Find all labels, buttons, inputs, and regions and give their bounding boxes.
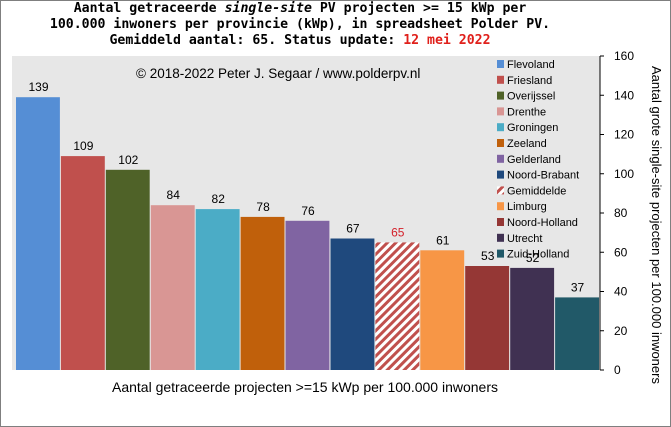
y-axis-label: Aantal grote single-site projecten per 1… <box>649 66 664 384</box>
bar-friesland <box>60 156 105 370</box>
copyright-text: © 2018-2022 Peter J. Segaar / www.polder… <box>136 66 420 81</box>
title-line-2: 100.000 inwoners per provincie (kWp), in… <box>49 17 551 32</box>
legend-swatch-drenthe <box>497 107 504 116</box>
legend-label-limburg: Limburg <box>507 201 547 213</box>
bar-utrecht <box>510 267 555 370</box>
title-line-3-part-a: Gemiddeld aantal: 65. Status update: <box>109 33 404 48</box>
legend-swatch-utrecht <box>497 233 504 242</box>
y-tick-label-160: 160 <box>614 49 634 63</box>
legend-swatch-gemiddelde <box>497 186 504 195</box>
bar-flevoland <box>16 97 60 370</box>
legend-swatch-overijssel <box>497 91 504 100</box>
legend-swatch-friesland <box>497 75 504 84</box>
y-tick-label-0: 0 <box>614 363 621 377</box>
legend-label-groningen: Groningen <box>507 122 558 134</box>
value-label-overijssel: 102 <box>118 153 138 167</box>
bar-groningen <box>195 209 240 370</box>
title-line-3: Gemiddeld aantal: 65. Status update: 12 … <box>0 33 600 49</box>
title-line-1: Aantal getraceerde single-site PV projec… <box>0 1 600 17</box>
value-label-drenthe: 84 <box>167 188 181 202</box>
legend-label-drenthe: Drenthe <box>507 106 546 118</box>
value-label-utrecht: 52 <box>526 251 540 265</box>
bar-noord-holland <box>465 266 510 370</box>
value-label-noord-holland: 53 <box>481 249 495 263</box>
legend-label-gelderland: Gelderland <box>507 154 561 166</box>
legend-label-utrecht: Utrecht <box>507 233 542 245</box>
legend-swatch-groningen <box>497 123 504 132</box>
value-label-gelderland: 76 <box>301 204 315 218</box>
legend-swatch-noord-holland <box>497 218 504 226</box>
title-line-1-part-a: Aantal getraceerde <box>73 1 225 16</box>
value-label-noord-brabant: 67 <box>346 222 360 236</box>
legend-label-zeeland: Zeeland <box>507 138 547 150</box>
x-axis-label: Aantal getraceerde projecten >=15 kWp pe… <box>111 379 499 395</box>
legend-label-zuid-holland: Zuid-Holland <box>507 249 569 261</box>
chart-title: Aantal getraceerde single-site PV projec… <box>0 1 600 49</box>
bar-gelderland <box>285 220 330 370</box>
legend-swatch-zeeland <box>497 139 504 147</box>
value-label-friesland: 109 <box>73 139 93 153</box>
legend-swatch-noord-brabant <box>497 170 504 179</box>
y-tick-label-40: 40 <box>614 285 628 299</box>
y-tick-label-20: 20 <box>614 324 628 338</box>
value-label-groningen: 82 <box>212 192 226 206</box>
y-tick-label-120: 120 <box>614 128 634 142</box>
value-label-zeeland: 78 <box>256 200 270 214</box>
legend-label-friesland: Friesland <box>507 75 552 87</box>
bar-zeeland <box>240 216 285 370</box>
bar-noord-brabant <box>330 238 375 370</box>
title-line-1-part-b: PV projecten >= 15 kWp per <box>311 1 527 16</box>
y-tick-label-100: 100 <box>614 167 634 181</box>
y-tick-label-60: 60 <box>614 245 628 259</box>
legend-swatch-flevoland <box>497 60 504 68</box>
title-line-1-italic: single-site <box>224 1 312 16</box>
value-label-gemiddelde: 65 <box>391 225 405 239</box>
value-label-limburg: 61 <box>436 233 450 247</box>
value-label-flevoland: 139 <box>28 80 48 94</box>
legend-label-flevoland: Flevoland <box>507 59 555 71</box>
y-tick-label-140: 140 <box>614 88 634 102</box>
legend-swatch-zuid-holland <box>497 249 504 258</box>
legend-label-overijssel: Overijssel <box>507 91 555 103</box>
bar-zuid-holland <box>555 297 599 370</box>
legend-label-noord-brabant: Noord-Brabant <box>507 170 579 182</box>
bar-limburg <box>420 250 465 370</box>
value-label-zuid-holland: 37 <box>571 280 585 294</box>
y-tick-label-80: 80 <box>614 206 628 220</box>
bar-gemiddelde <box>375 242 420 370</box>
legend-swatch-gelderland <box>497 154 504 163</box>
legend-label-gemiddelde: Gemiddelde <box>507 185 566 197</box>
legend-label-noord-holland: Noord-Holland <box>507 217 578 229</box>
bar-overijssel <box>105 169 150 370</box>
status-date: 12 mei 2022 <box>403 33 491 48</box>
legend-swatch-limburg <box>497 202 504 211</box>
bar-drenthe <box>150 205 195 370</box>
